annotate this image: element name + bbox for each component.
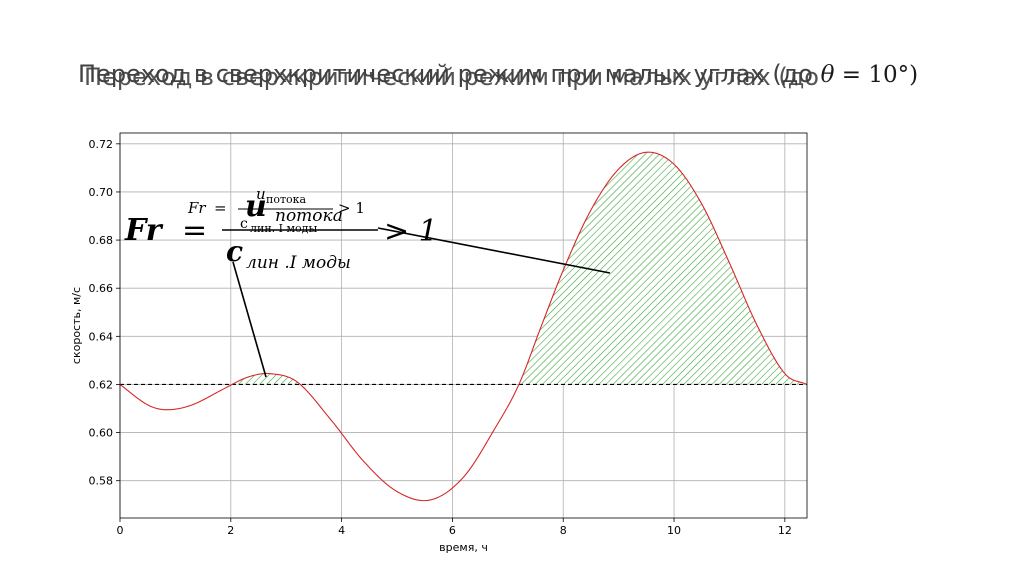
formula-large-den-sub: лин .I моды	[246, 253, 351, 273]
formula-small-lhs: Fr	[187, 199, 206, 217]
formula-large-num-sub: потока	[275, 206, 343, 226]
y-tick-label: 0.62	[89, 378, 114, 391]
x-axis-label: время, ч	[439, 541, 488, 554]
formula-small: Fr = u потока c лин. I моды > 1	[187, 185, 365, 235]
y-tick-label: 0.68	[89, 234, 114, 247]
title-math: θ = 10°)	[820, 62, 919, 88]
series-line	[119, 151, 808, 502]
formula-small-eq: =	[214, 199, 227, 217]
formula-small-den-sub: лин. I моды	[250, 222, 317, 235]
pointer-line-right	[377, 227, 611, 274]
x-tick-label: 0	[117, 524, 124, 537]
x-tick-label: 12	[778, 524, 792, 537]
x-tick-label: 8	[560, 524, 567, 537]
formula-small-den: c	[240, 216, 248, 232]
title-shadow: Переход в сверхкритический режим при мал…	[84, 63, 819, 91]
x-tick-label: 10	[667, 524, 681, 537]
x-axis: 0 2 4 6 8 10 12	[117, 518, 792, 537]
formula-large-lhs: Fr	[124, 213, 164, 248]
slide-title: Переход в сверхкритический режим при мал…	[78, 60, 919, 91]
formula-large-num: u	[245, 189, 267, 224]
pointer-line-left	[232, 261, 267, 378]
y-tick-label: 0.66	[89, 282, 114, 295]
formula-large-den: c	[226, 235, 243, 268]
x-tick-label: 2	[227, 524, 234, 537]
y-tick-label: 0.64	[89, 330, 114, 343]
shaded-region	[518, 152, 807, 385]
formula-small-num: u	[256, 185, 266, 203]
y-axis-label: скорость, м/с	[70, 287, 83, 364]
x-tick-label: 6	[449, 524, 456, 537]
title-text: Переход в сверхкритический режим при мал…	[78, 60, 821, 88]
y-tick-label: 0.72	[89, 138, 114, 151]
y-axis: 0.58 0.60 0.62 0.64 0.66 0.68 0.70 0.72	[89, 138, 120, 488]
formula-large-rhs: > 1	[384, 214, 438, 249]
y-tick-label: 0.60	[89, 427, 114, 440]
plot-frame	[119, 132, 808, 519]
formula-large: Fr = u потока c лин .I моды > 1	[124, 189, 438, 273]
formula-large-eq: =	[182, 213, 207, 248]
y-tick-label: 0.70	[89, 186, 114, 199]
formula-small-num-sub: потока	[266, 193, 307, 206]
x-tick-label: 4	[338, 524, 345, 537]
formula-small-rhs: > 1	[338, 199, 365, 217]
y-tick-label: 0.58	[89, 475, 114, 488]
